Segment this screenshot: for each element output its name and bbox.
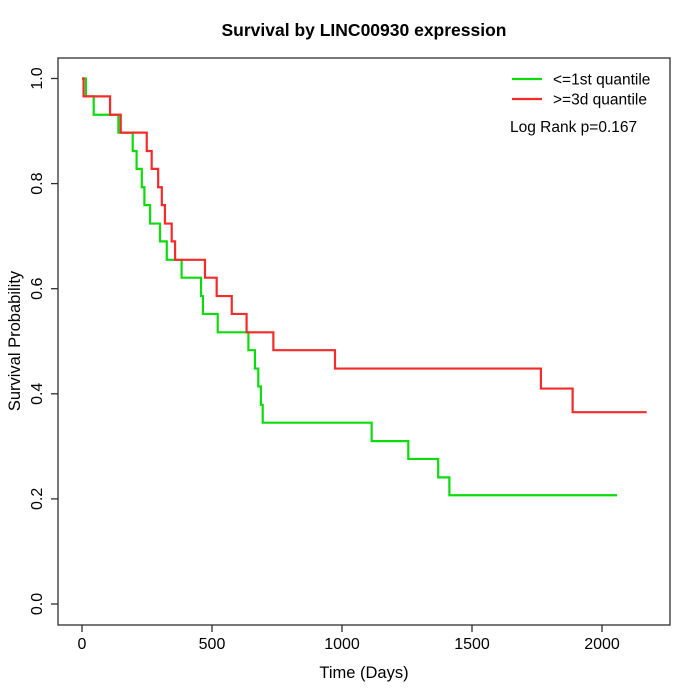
legend: <=1st quantile >=3d quantile Log Rank p=… <box>510 72 650 137</box>
y-tick-label: 0.6 <box>29 277 46 299</box>
plot-border <box>57 57 671 626</box>
x-axis-ticks: 0 500 1000 1500 2000 <box>78 625 620 653</box>
x-tick-label: 0 <box>78 636 87 653</box>
y-axis-label: Survival Probability <box>6 270 24 411</box>
legend-label-first-quantile: <=1st quantile <box>553 72 650 89</box>
y-axis-ticks: 0.0 0.2 0.4 0.6 0.8 1.0 <box>29 67 58 615</box>
survival-curve-third-quantile <box>82 77 647 414</box>
x-axis-label: Time (Days) <box>319 664 408 682</box>
chart-title: Survival by LINC00930 expression <box>222 20 507 40</box>
survival-curves <box>82 77 647 497</box>
x-tick-label: 1500 <box>454 636 490 653</box>
y-tick-label: 0.4 <box>29 383 46 405</box>
y-tick-label: 0.8 <box>29 172 46 194</box>
y-tick-label: 0.2 <box>29 488 46 510</box>
x-tick-label: 2000 <box>584 636 620 653</box>
y-tick-label: 0.0 <box>29 593 46 615</box>
survival-curve-first-quantile <box>82 77 618 497</box>
log-rank-annotation: Log Rank p=0.167 <box>510 119 637 136</box>
y-tick-label: 1.0 <box>29 67 46 89</box>
x-tick-label: 1000 <box>324 636 360 653</box>
legend-label-third-quantile: >=3d quantile <box>553 92 647 109</box>
x-tick-label: 500 <box>199 636 226 653</box>
